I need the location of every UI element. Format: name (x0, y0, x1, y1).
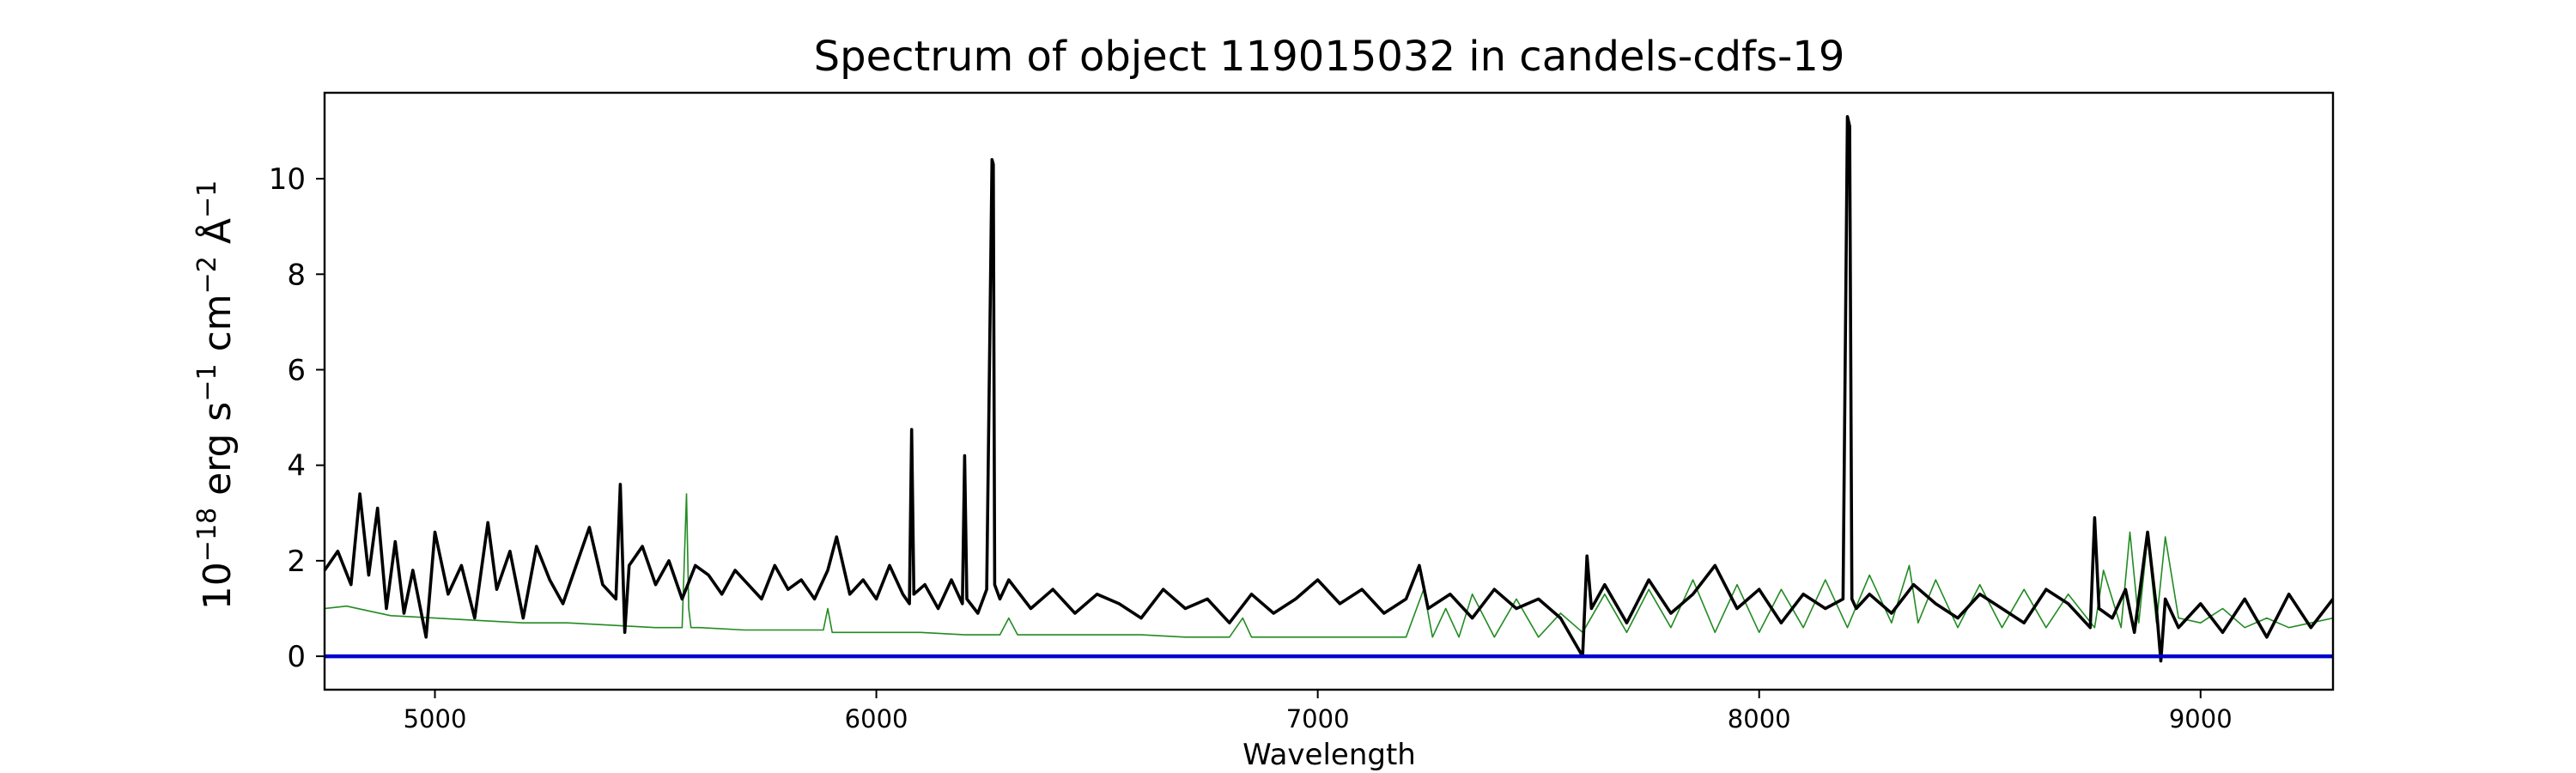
x-axis-label: Wavelength (1242, 738, 1416, 772)
y-label-ang: Å (194, 218, 240, 256)
chart-title: Spectrum of object 119015032 in candels-… (814, 33, 1845, 81)
y-label-base: 10 (196, 562, 240, 610)
y-label-exp-ang: −1 (192, 180, 222, 218)
ticks-layer: 5000 6000 7000 8000 9000 0 2 4 6 8 10 (269, 162, 2233, 733)
y-tick-label: 10 (269, 162, 306, 197)
y-tick-label: 4 (287, 449, 306, 484)
x-tick-label: 9000 (2169, 704, 2233, 733)
x-tick-label: 6000 (845, 704, 908, 733)
x-tick-label: 8000 (1728, 704, 1791, 733)
y-tick-label: 2 (287, 545, 306, 579)
y-label-erg: erg s (196, 402, 240, 508)
x-tick-label: 7000 (1286, 704, 1350, 733)
y-label-cm: cm (196, 294, 240, 363)
y-label-exp-cm: −2 (192, 256, 222, 294)
flux-line (323, 115, 2335, 663)
series-layer (323, 115, 2335, 663)
plot-area: 5000 6000 7000 8000 9000 0 2 4 6 8 10 (269, 91, 2335, 733)
x-tick-label: 5000 (404, 704, 467, 733)
y-tick-label: 0 (287, 640, 306, 674)
y-tick-label: 8 (287, 258, 306, 292)
y-tick-label: 6 (287, 353, 306, 387)
y-label-exp-s: −1 (192, 363, 222, 401)
y-label-exp: −18 (192, 508, 222, 562)
y-axis-label: 10−18 erg s−1 cm−2 Å−1 (192, 180, 240, 610)
noise-line (324, 493, 2334, 638)
plot-frame (323, 91, 2335, 691)
